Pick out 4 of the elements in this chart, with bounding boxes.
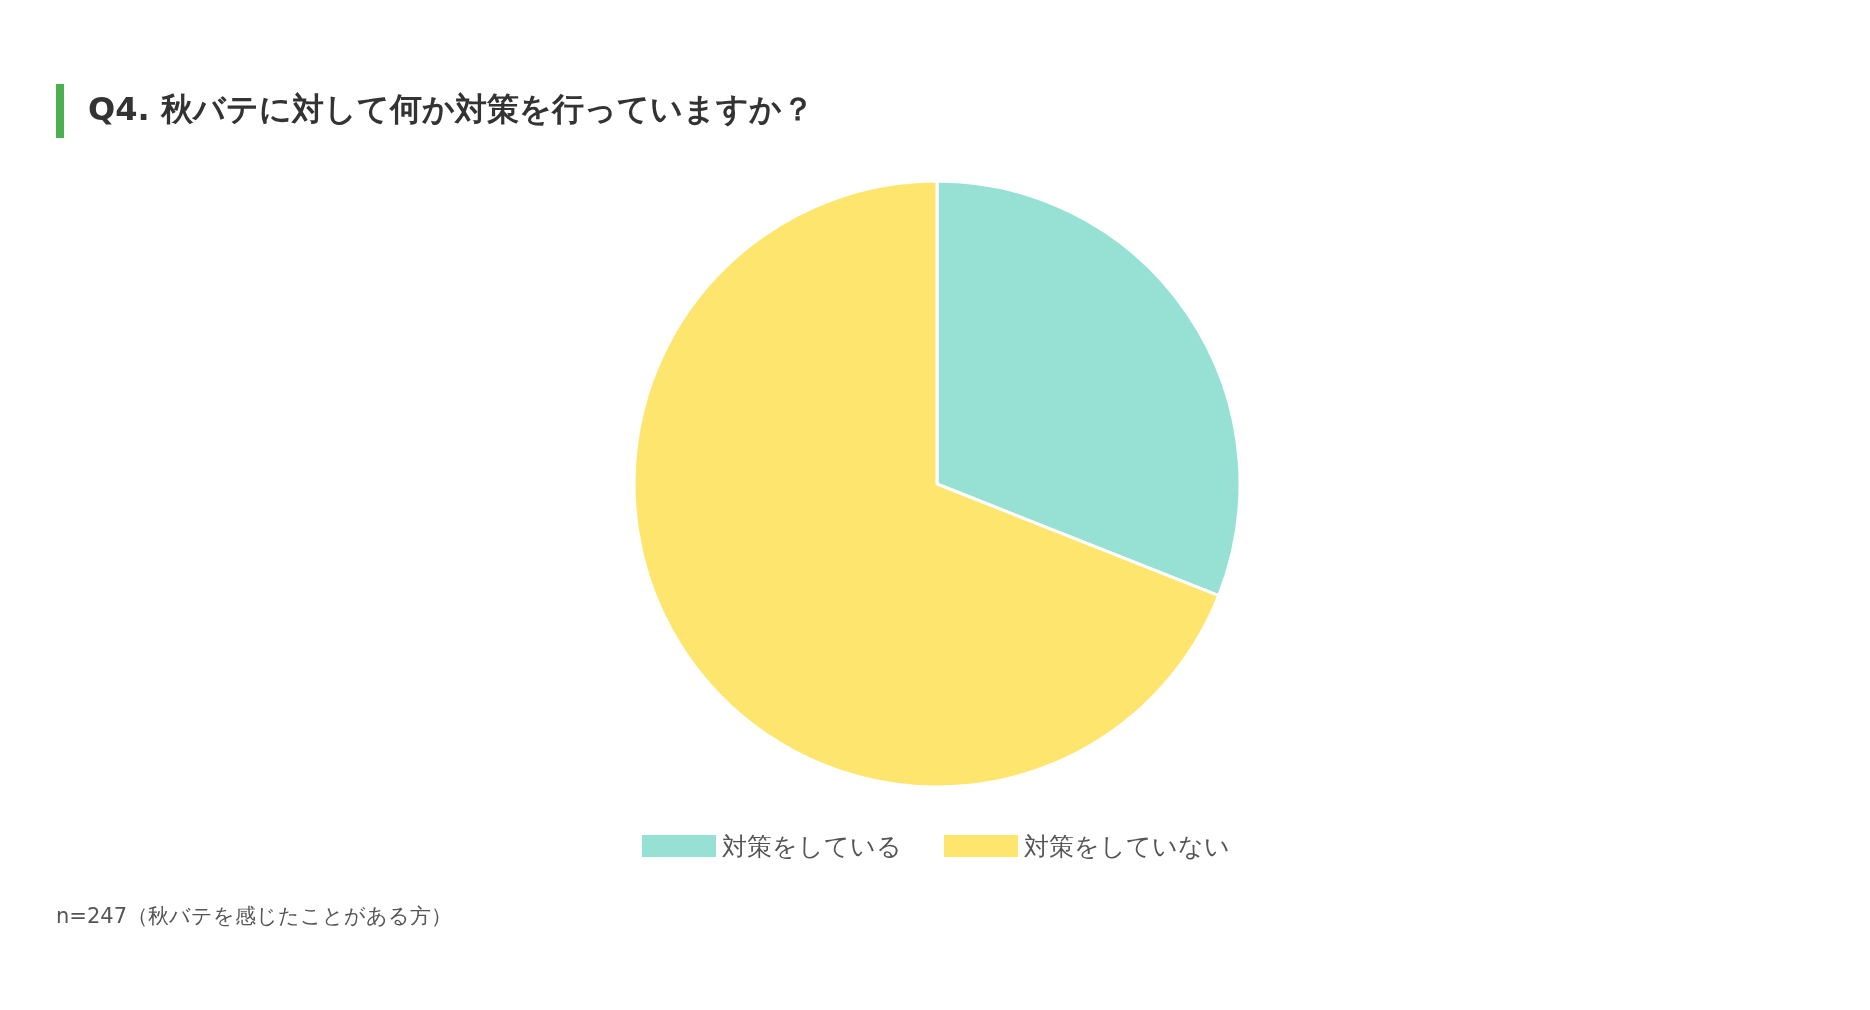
legend-label: 対策をしていない (1024, 831, 1230, 861)
chart-title: Q4. 秋バテに対して何か対策を行っていますか？ (88, 89, 814, 130)
legend-label: 対策をしている (722, 831, 902, 861)
text: n=247（秋バテを感じたことがある方） (56, 903, 452, 930)
